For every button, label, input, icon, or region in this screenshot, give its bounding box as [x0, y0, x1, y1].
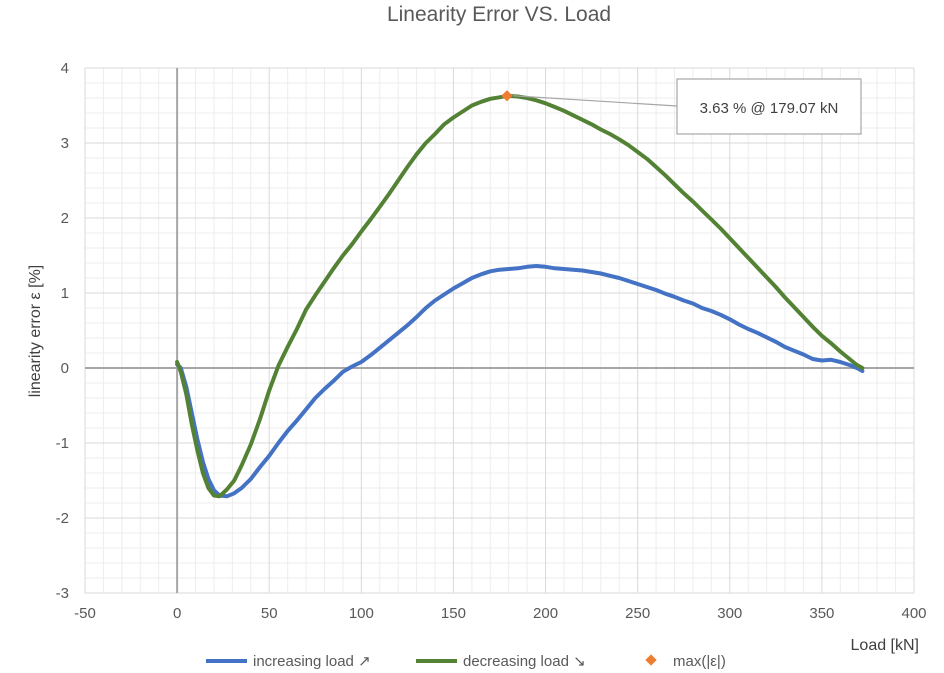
chart-title: Linearity Error VS. Load [387, 3, 611, 26]
legend-item-decreasing: decreasing load ↘ [416, 653, 586, 670]
y-tick-label: 2 [61, 210, 69, 227]
x-tick-label: 150 [441, 605, 466, 622]
max-callout: 3.63 % @ 179.07 kN [512, 78, 862, 135]
y-tick-label: 0 [61, 360, 69, 377]
x-tick-label: 200 [533, 605, 558, 622]
callout-label: 3.63 % @ 179.07 kN [700, 100, 839, 117]
x-tick-label: 300 [717, 605, 742, 622]
y-tick-labels: -3 -2 -1 0 1 2 3 4 [56, 60, 69, 602]
legend: increasing load ↗ decreasing load ↘ max(… [206, 653, 726, 670]
y-tick-label: -1 [56, 435, 69, 452]
legend-item-max: max(|ε|) [645, 653, 726, 670]
y-axis-title: linearity error ε [%] [27, 265, 44, 398]
legend-label-increasing: increasing load ↗ [253, 653, 371, 670]
callout-leader-line [512, 95, 678, 107]
x-tick-labels: -50 0 50 100 150 200 250 300 350 400 [74, 605, 926, 622]
x-tick-label: 0 [173, 605, 181, 622]
y-tick-label: -2 [56, 510, 69, 527]
x-tick-label: 100 [349, 605, 374, 622]
x-tick-label: 250 [625, 605, 650, 622]
callout-box [676, 78, 862, 135]
y-tick-label: -3 [56, 585, 69, 602]
x-tick-label: 50 [261, 605, 278, 622]
x-tick-label: 350 [809, 605, 834, 622]
legend-item-increasing: increasing load ↗ [206, 653, 371, 670]
minor-grid [85, 68, 914, 593]
zero-axes [85, 68, 914, 593]
y-tick-label: 3 [61, 135, 69, 152]
y-tick-label: 4 [61, 60, 69, 77]
x-tick-label: 400 [901, 605, 926, 622]
x-axis-title: Load [kN] [851, 637, 919, 654]
series-line-increasing [175, 264, 865, 499]
legend-label-max: max(|ε|) [673, 653, 726, 670]
y-tick-label: 1 [61, 285, 69, 302]
x-tick-label: -50 [74, 605, 96, 622]
legend-label-decreasing: decreasing load ↘ [463, 653, 586, 670]
legend-swatch-max [645, 654, 657, 666]
